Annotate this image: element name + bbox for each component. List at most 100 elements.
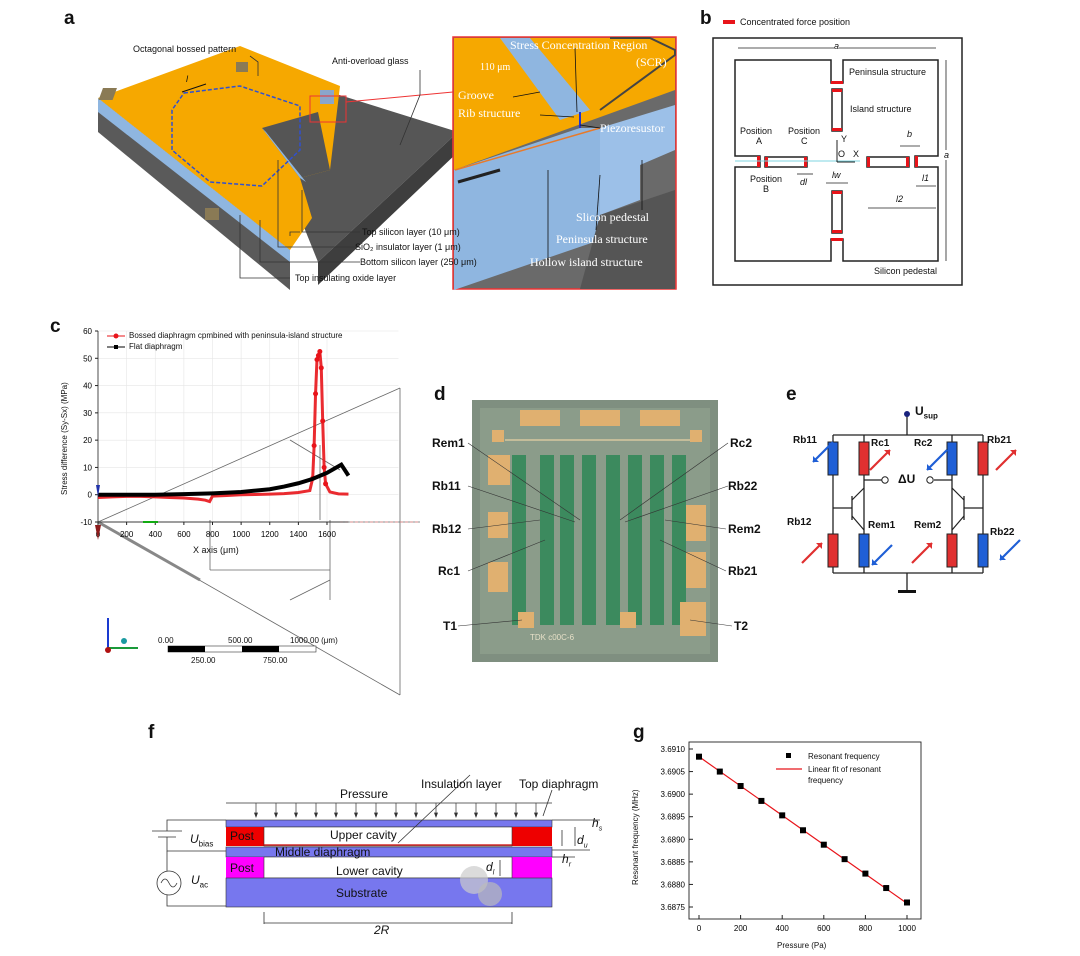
y-tick-label: 10 xyxy=(83,463,92,472)
panel-label-g: g xyxy=(633,722,645,743)
x-tick-label: 1200 xyxy=(261,530,279,539)
label-t1: T1 xyxy=(443,619,458,633)
plot-frame xyxy=(688,741,922,920)
label-octagonal-bossed-pattern: Octagonal bossed pattern xyxy=(133,44,237,54)
pressure-arrowhead-icon xyxy=(353,812,359,818)
pressure-arrowhead-icon xyxy=(273,812,279,818)
label-insulation-layer: Insulation layer xyxy=(421,777,502,791)
resistor-rb12 xyxy=(827,533,839,568)
model-outline xyxy=(97,387,401,523)
data-point xyxy=(314,357,320,363)
label-rem1: Rem1 xyxy=(432,436,465,450)
pressure-arrowhead-icon xyxy=(473,812,479,818)
triad-origin xyxy=(121,638,127,644)
x-tick-label: 800 xyxy=(206,530,220,539)
y-tick-label: 60 xyxy=(83,327,92,336)
label-anti-overload-glass: Anti-overload glass xyxy=(332,56,409,66)
panel-label-a: a xyxy=(64,8,75,29)
chart-g-xlabel: Pressure (Pa) xyxy=(777,941,827,950)
pressure-arrowhead-icon xyxy=(313,812,319,818)
x-tick-label: 800 xyxy=(859,924,873,933)
label-hs: hs xyxy=(592,816,603,833)
strain-arrow-icon xyxy=(871,544,893,566)
scale-750: 750.00 xyxy=(263,656,288,665)
data-point xyxy=(716,768,723,775)
y-tick-label: 3.6905 xyxy=(661,768,686,777)
strain-arrow-icon xyxy=(995,449,1017,471)
label-silicon-pedestal: Slicon pedestal xyxy=(576,210,649,224)
label-groove: Groove xyxy=(458,88,494,102)
dim-dl: dl xyxy=(800,177,808,187)
label-dl: dl xyxy=(486,860,495,877)
z-axis-arrow xyxy=(96,485,100,497)
data-point xyxy=(696,753,702,760)
data-point xyxy=(311,443,317,449)
data-point xyxy=(904,899,910,906)
legend-marker-black xyxy=(114,345,118,349)
label-usup: Usup xyxy=(915,404,938,421)
panel-label-b: b xyxy=(700,8,712,29)
dim-l2: l2 xyxy=(896,194,904,204)
label-peninsula-structure-b: Peninsula structure xyxy=(849,67,927,77)
label-position-c: Position C xyxy=(788,126,821,146)
scale-0: 0.00 xyxy=(158,636,174,645)
y-tick-label: 3.6895 xyxy=(661,813,686,822)
x-tick-label: 400 xyxy=(149,530,163,539)
strain-arrowhead-icon xyxy=(872,559,878,565)
x-tick-label: 1400 xyxy=(289,530,307,539)
pressure-arrowhead-icon xyxy=(493,812,499,818)
strain-arrowhead-icon xyxy=(884,450,890,456)
resistor-rem2 xyxy=(946,533,958,568)
chart-c-legend-red: Bossed diaphragm cpmbined with peninsula… xyxy=(129,331,343,340)
resistor-rc1 xyxy=(858,441,870,476)
label-island-structure: Island structure xyxy=(850,104,912,114)
pressure-arrowhead-icon xyxy=(453,812,459,818)
strain-arrowhead-icon xyxy=(1010,450,1016,456)
data-point xyxy=(862,870,869,877)
y-tick-label: 3.6890 xyxy=(661,835,686,844)
label-silicon-pedestal-b: Silicon pedestal xyxy=(874,266,938,276)
data-point xyxy=(737,783,744,790)
triad-x xyxy=(105,647,111,653)
top-silicon-layer xyxy=(98,46,340,250)
label-2r: 2R xyxy=(374,923,390,937)
scale-500: 500.00 xyxy=(228,636,253,645)
y-tick-label: 3.6875 xyxy=(661,903,686,912)
data-point xyxy=(758,797,765,804)
pressure-arrowhead-icon xyxy=(293,812,299,818)
octagonal-boss xyxy=(171,85,301,187)
label-rc2-e: Rc2 xyxy=(914,438,933,449)
label-rb11-e: Rb11 xyxy=(793,435,817,446)
y-tick-label: 3.6885 xyxy=(661,858,686,867)
label-110um: 110 μm xyxy=(480,62,511,73)
label-rb11: Rb11 xyxy=(432,479,461,493)
dim-a-side: a xyxy=(944,150,950,160)
label-hr: hr xyxy=(562,852,572,869)
data-point xyxy=(315,353,321,359)
data-point xyxy=(800,827,806,834)
label-top-insulating-oxide: Top insulating oxide layer xyxy=(295,273,397,283)
label-scr-abbr: (SCR) xyxy=(636,55,667,69)
pressure-arrowhead-icon xyxy=(433,812,439,818)
strain-arrowhead-icon xyxy=(927,464,933,470)
strain-arrow-icon xyxy=(911,542,933,564)
x-tick-label: 1000 xyxy=(232,530,250,539)
scale-1000: 1000.00 (μm) xyxy=(290,636,338,645)
transistor-collector xyxy=(851,487,865,501)
series-line-flat xyxy=(98,462,351,497)
model-edge xyxy=(97,520,201,582)
label-substrate: Substrate xyxy=(336,886,388,900)
strain-arrowhead-icon xyxy=(816,543,822,549)
y-tick-label: 3.6900 xyxy=(661,790,686,799)
label-rb12: Rb12 xyxy=(432,522,462,536)
label-position-b: Position B xyxy=(750,174,783,194)
scale-bar-segment xyxy=(242,646,279,652)
label-rb12-e: Rb12 xyxy=(787,517,812,528)
data-point xyxy=(320,418,326,424)
dim-b: b xyxy=(907,129,913,139)
axis-y-label: Y xyxy=(841,134,848,144)
transistor-emitter xyxy=(951,515,965,531)
